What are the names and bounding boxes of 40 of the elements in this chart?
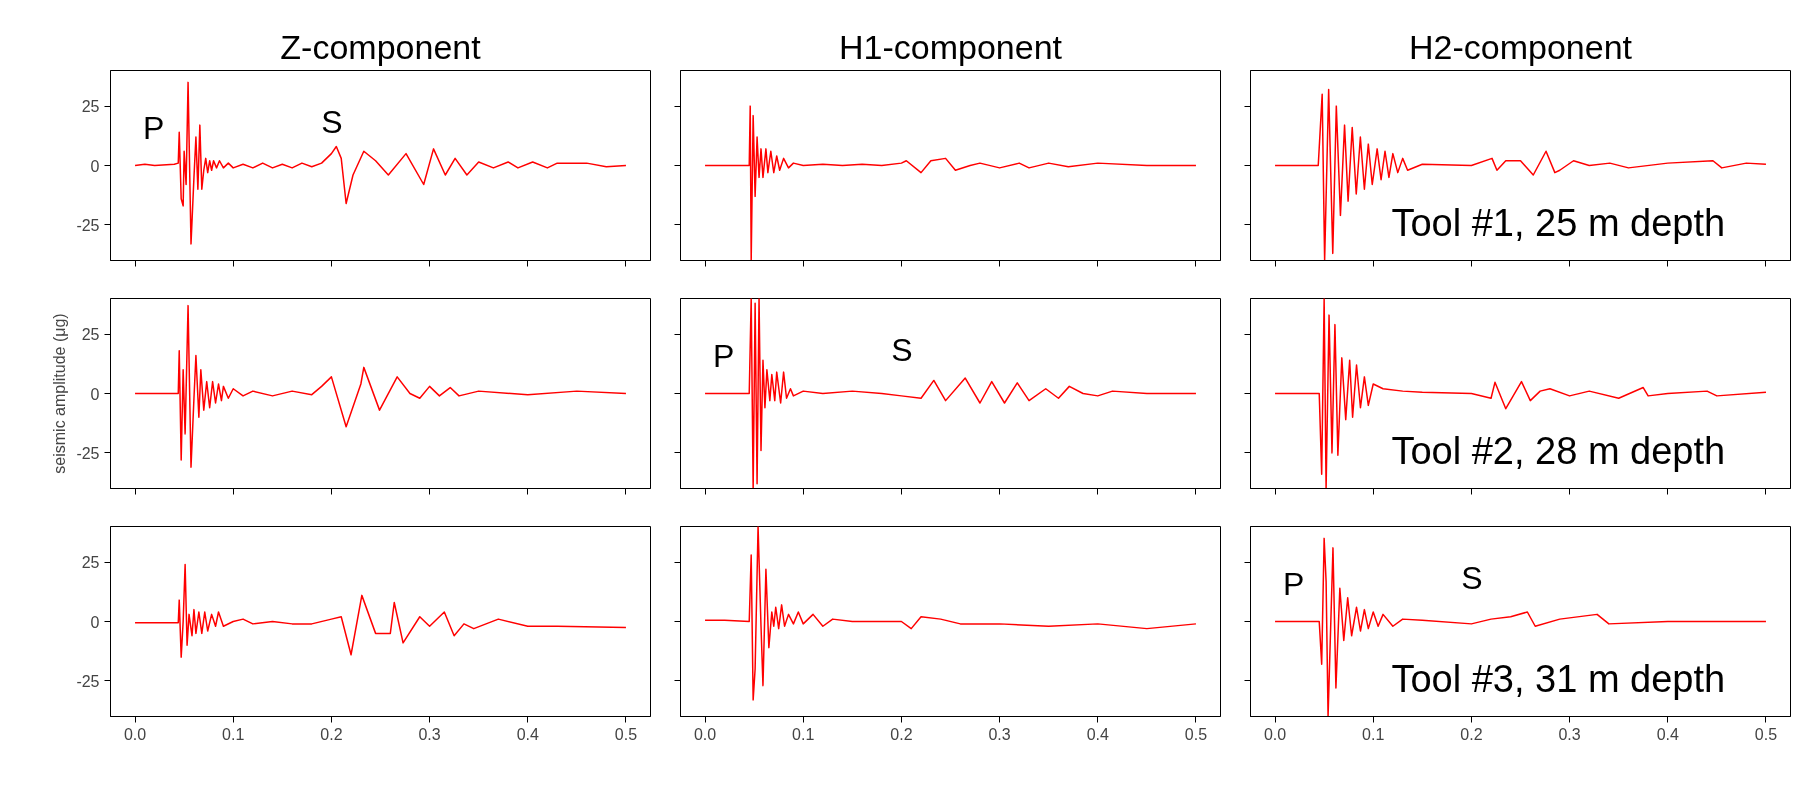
- x-tick-label: 0.5: [1754, 725, 1778, 743]
- y-tick-label: 0: [90, 613, 100, 631]
- x-tick-label: 0.3: [988, 725, 1011, 743]
- annotation: P: [713, 337, 735, 374]
- y-tick-label: 25: [81, 554, 100, 572]
- annotation: Tool #1, 25 m depth: [1391, 201, 1726, 244]
- x-tick-label: 0.3: [418, 725, 441, 743]
- x-tick-label: 0.1: [792, 725, 815, 743]
- x-tick-label: 0.0: [123, 725, 147, 743]
- annotation: S: [1461, 559, 1483, 596]
- x-tick-label: 0.4: [516, 725, 539, 743]
- y-tick-label: -25: [76, 216, 100, 234]
- x-tick-label: 0.3: [1558, 725, 1581, 743]
- chart-title: H2-component: [1409, 27, 1633, 66]
- x-tick-label: 0.4: [1086, 725, 1109, 743]
- x-tick-label: 0.5: [1184, 725, 1208, 743]
- x-tick-label: 0.1: [222, 725, 245, 743]
- annotation: Tool #3, 31 m depth: [1391, 657, 1726, 700]
- y-tick-label: 25: [81, 98, 100, 116]
- y-tick-label: 25: [81, 326, 100, 344]
- y-tick-label: -25: [76, 672, 100, 690]
- annotation: P: [1283, 565, 1305, 602]
- annotation: S: [891, 331, 913, 368]
- x-tick-label: 0.0: [1263, 725, 1287, 743]
- x-tick-label: 0.2: [320, 725, 343, 743]
- x-tick-label: 0.0: [693, 725, 717, 743]
- x-tick-label: 0.1: [1362, 725, 1385, 743]
- chart-title: Z-component: [280, 27, 482, 66]
- y-tick-label: -25: [76, 444, 100, 462]
- x-tick-label: 0.4: [1656, 725, 1679, 743]
- x-tick-label: 0.2: [890, 725, 913, 743]
- x-tick-label: 0.2: [1460, 725, 1483, 743]
- x-tick-label: 0.5: [614, 725, 638, 743]
- chart-title: H1-component: [839, 27, 1063, 66]
- annotation: P: [143, 109, 165, 146]
- annotation: S: [321, 103, 343, 140]
- y-axis-title: seismic amplitude (μg): [51, 313, 69, 474]
- annotation: Tool #2, 28 m depth: [1391, 429, 1726, 472]
- y-tick-label: 0: [90, 385, 100, 403]
- y-tick-label: 0: [90, 157, 100, 175]
